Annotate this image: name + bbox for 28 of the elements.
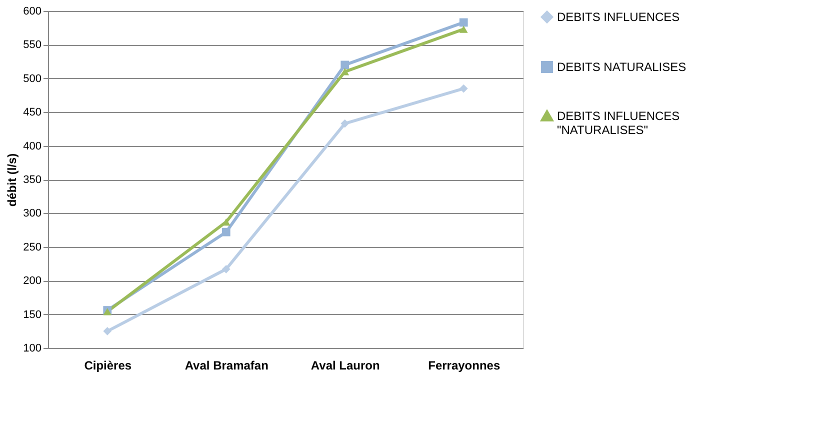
x-tick-label: Aval Bramafan [184,358,268,372]
y-tick-label: 100 [23,342,42,354]
legend-label: DEBITS INFLUENCES [557,10,680,24]
y-tick-label: 350 [23,174,42,186]
y-tick-label: 150 [23,308,42,321]
legend-label: DEBITS NATURALISES [557,60,686,74]
point [340,68,350,76]
x-tick-label: Aval Lauron [310,358,380,372]
point [340,60,350,70]
point [222,264,230,274]
point [103,326,112,336]
y-tick-label: 500 [23,72,42,85]
point [459,26,468,33]
point [340,119,350,128]
y-tick-label: 200 [23,275,42,288]
point [459,84,468,93]
y-tick-label: 250 [23,241,42,254]
y-tick-label: 400 [23,140,42,152]
y-tick-label: 600 [23,6,42,18]
point [222,228,230,236]
point [459,18,468,27]
y-axis-title: débit (l/s) [5,153,20,207]
y-tick-label: 550 [23,39,42,52]
legend-label: DEBITS INFLUENCES "NATURALISES" [557,109,680,137]
x-tick-label: Ferrayonnes [428,358,500,372]
x-tick-label: Cipières [84,358,132,372]
y-tick-label: 450 [23,106,42,119]
y-tick-label: 300 [23,208,42,220]
